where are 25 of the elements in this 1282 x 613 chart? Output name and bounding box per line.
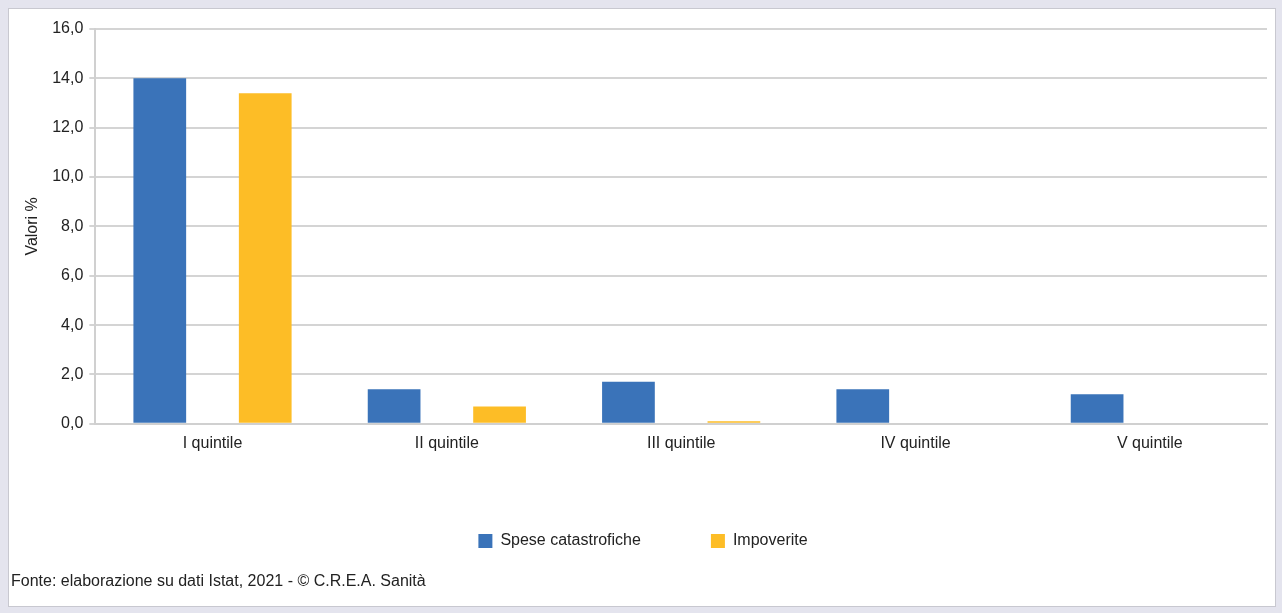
y-axis-title: Valori % [23,197,41,256]
legend-label: Impoverite [732,531,808,549]
x-tick-label: V quintile [1116,433,1183,451]
x-tick-label: III quintile [646,433,716,451]
y-tick-label: 4,0 [61,315,84,333]
bar [602,381,655,423]
x-tick-label: II quintile [414,433,479,451]
legend-label: Spese catastrofiche [500,531,642,549]
y-tick-label: 2,0 [61,364,84,382]
x-tick-label: I quintile [182,433,243,451]
y-tick-label: 10,0 [52,167,84,185]
bar [836,389,890,423]
y-tick-label: 0,0 [61,414,84,432]
y-tick-label: 14,0 [52,68,84,86]
y-tick-label: 6,0 [61,266,84,284]
bar [1070,394,1124,423]
bar [238,93,292,423]
x-tick-label: IV quintile [880,433,951,451]
y-tick-label: 8,0 [61,216,84,234]
y-tick-label: 12,0 [52,118,84,136]
source-note: Fonte: elaborazione su dati Istat, 2021 - © C.R.E.A. Sanità [11,572,426,590]
bar [133,78,187,423]
bar [473,406,526,423]
bar [367,389,421,423]
y-tick-label: 16,0 [52,19,84,37]
